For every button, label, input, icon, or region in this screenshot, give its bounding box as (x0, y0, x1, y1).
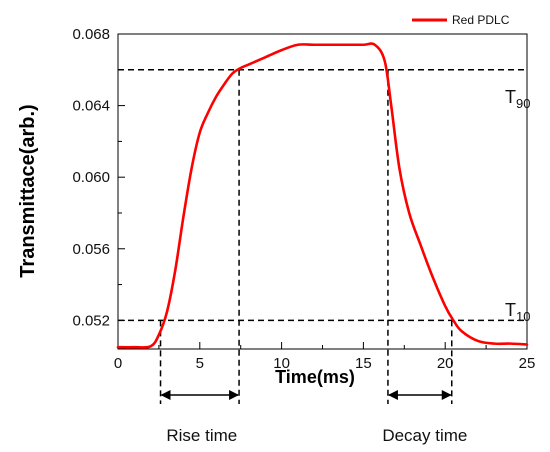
y-tick-label-3: 0.064 (72, 98, 110, 115)
y-axis-ticks: 0.052 0.056 0.060 0.064 0.068 (72, 26, 125, 329)
t10-label: T10 (505, 300, 530, 324)
decay-time-label: Decay time (382, 426, 467, 445)
legend-label-red-pdlc: Red PDLC (452, 13, 510, 27)
rise-time-label: Rise time (166, 426, 237, 445)
x-tick-label-0: 0 (114, 355, 122, 372)
x-axis-title: Time(ms) (275, 367, 355, 387)
t90-label: T90 (505, 87, 530, 111)
legend: Red PDLC (412, 13, 510, 27)
y-tick-label-2: 0.060 (72, 169, 110, 186)
y-tick-label-4: 0.068 (72, 26, 110, 43)
x-tick-label-1: 5 (196, 355, 204, 372)
x-tick-label-4: 20 (437, 355, 454, 372)
x-tick-label-3: 15 (355, 355, 372, 372)
reference-lines (118, 69, 527, 404)
x-tick-label-5: 25 (519, 355, 536, 372)
plot-area-frame (117, 33, 528, 350)
y-tick-label-0: 0.052 (72, 312, 110, 329)
y-tick-label-1: 0.056 (72, 241, 110, 258)
y-axis-title: Transmittace(arb.) (17, 104, 39, 277)
series-line-red-pdlc (116, 42, 529, 349)
x-tick-label-2: 10 (273, 355, 290, 372)
